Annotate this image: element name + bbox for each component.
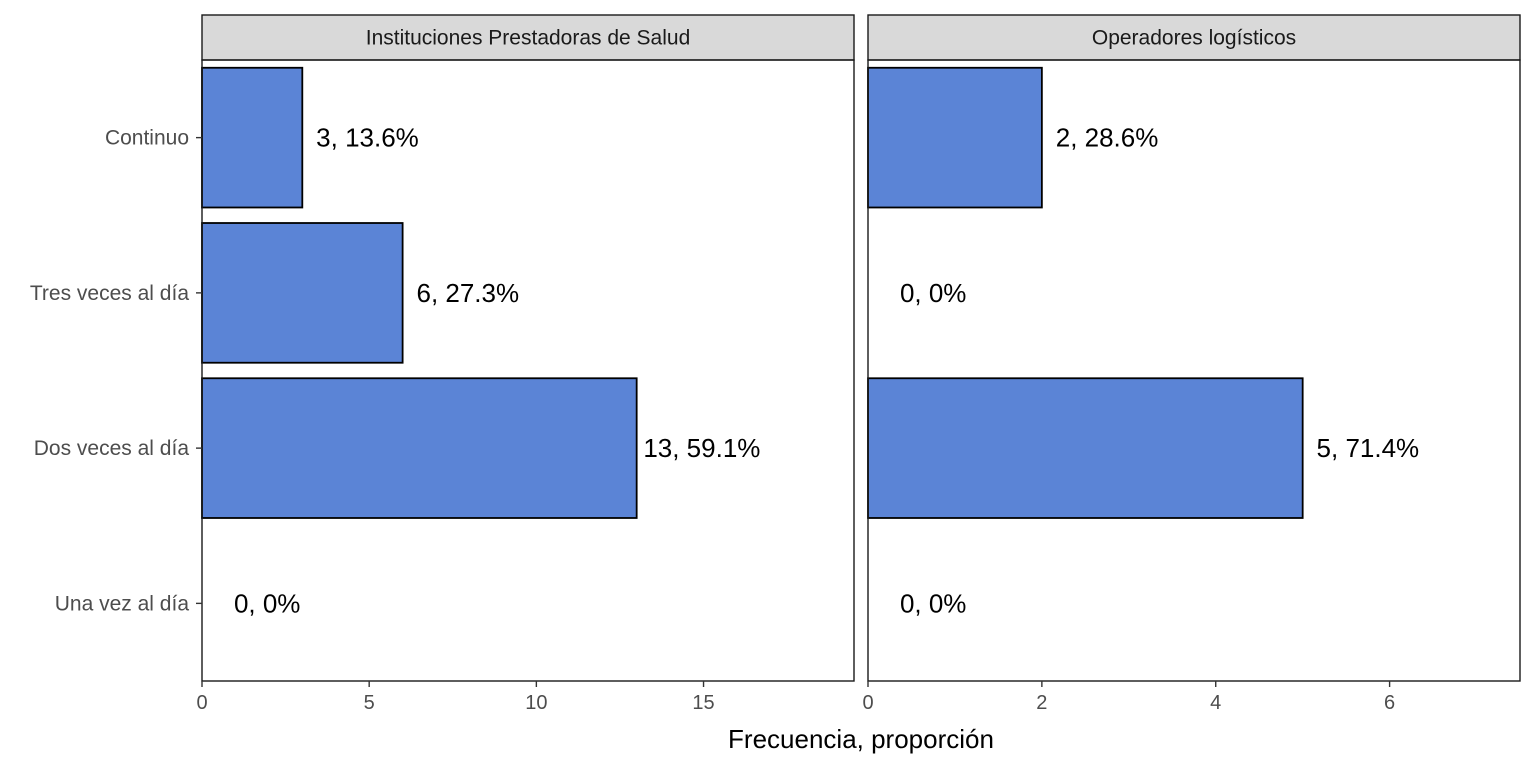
bar-1-1 (201, 66, 304, 209)
x-tick-label-2-2: 2 (1036, 692, 1047, 714)
panel-strip-1 (201, 14, 855, 61)
data-label-1-1: 3, 13.6% (316, 123, 419, 153)
data-label-1-3: 13, 59.1% (643, 433, 760, 463)
bar-1-3 (201, 377, 638, 519)
panel-border-1 (201, 59, 855, 682)
bar-2-1 (867, 66, 1043, 209)
x-tick-label-2-4: 6 (1384, 692, 1395, 714)
x-tick-label-1-1: 0 (196, 692, 207, 714)
x-axis-title: Frecuencia, proporción (728, 724, 994, 754)
panel-title-2: Operadores logísticos (1092, 27, 1296, 50)
x-tick-label-2-1: 0 (862, 692, 873, 714)
data-label-2-3: 5, 71.4% (1317, 433, 1420, 463)
x-tick-label-1-2: 5 (364, 692, 375, 714)
x-tick-label-1-3: 10 (525, 692, 547, 714)
bar-1-2 (201, 222, 404, 364)
category-label-3: Dos veces al día (34, 437, 190, 460)
data-label-2-2: 0, 0% (900, 278, 967, 308)
panel-title-1: Instituciones Prestadoras de Salud (366, 27, 691, 50)
category-label-2: Tres veces al día (30, 282, 189, 305)
category-label-4: Una vez al día (55, 592, 190, 615)
data-label-2-4: 0, 0% (900, 588, 967, 618)
x-tick-label-1-4: 15 (692, 692, 714, 714)
x-tick-label-2-3: 4 (1210, 692, 1221, 714)
bar-2-3 (867, 377, 1304, 519)
data-label-1-4: 0, 0% (234, 588, 301, 618)
panel-border-2 (867, 59, 1521, 682)
data-label-1-2: 6, 27.3% (416, 278, 519, 308)
data-label-2-1: 2, 28.6% (1056, 123, 1159, 153)
category-label-1: Continuo (105, 127, 189, 150)
